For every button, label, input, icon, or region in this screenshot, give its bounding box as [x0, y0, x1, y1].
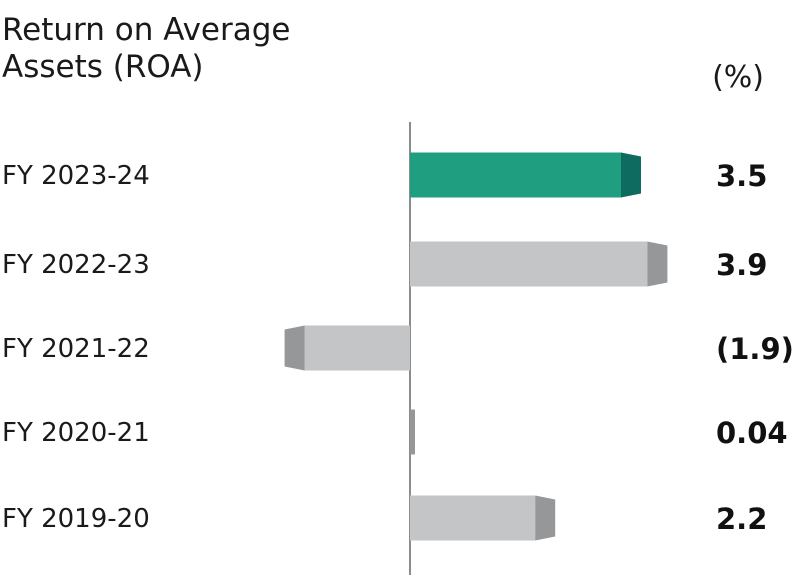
bar — [304, 325, 410, 371]
bar-row: FY 2021-22 (1.9) — [2, 325, 792, 371]
value-label: (1.9) — [716, 332, 792, 366]
category-label: FY 2020-21 — [2, 418, 150, 448]
bar-end-cap — [535, 495, 556, 541]
category-label: FY 2021-22 — [2, 334, 150, 364]
unit-label: (%) — [712, 60, 764, 95]
bar-end-cap — [647, 241, 668, 287]
category-label: FY 2022-23 — [2, 250, 150, 280]
value-label: 3.5 — [716, 159, 767, 193]
value-label: 0.04 — [716, 416, 788, 450]
bar-row: FY 2023-24 3.5 — [2, 152, 767, 198]
category-label: FY 2019-20 — [2, 504, 150, 534]
category-label: FY 2023-24 — [2, 161, 150, 191]
value-label: 2.2 — [716, 502, 767, 536]
chart-title-line-2: Assets (ROA) — [2, 49, 204, 85]
bar — [410, 241, 648, 287]
bar-row: FY 2022-23 3.9 — [2, 241, 767, 287]
bar — [410, 409, 415, 455]
bar-row: FY 2020-21 0.04 — [2, 409, 788, 455]
value-label: 3.9 — [716, 248, 767, 282]
chart-title-line-1: Return on Average — [2, 12, 291, 48]
chart-title: Return on Average Assets (ROA) — [2, 12, 291, 86]
bar — [410, 152, 621, 198]
bar-end-cap — [621, 152, 641, 198]
bar-row: FY 2019-20 2.2 — [2, 495, 767, 541]
bar — [410, 495, 536, 541]
bar-end-cap — [284, 325, 305, 371]
